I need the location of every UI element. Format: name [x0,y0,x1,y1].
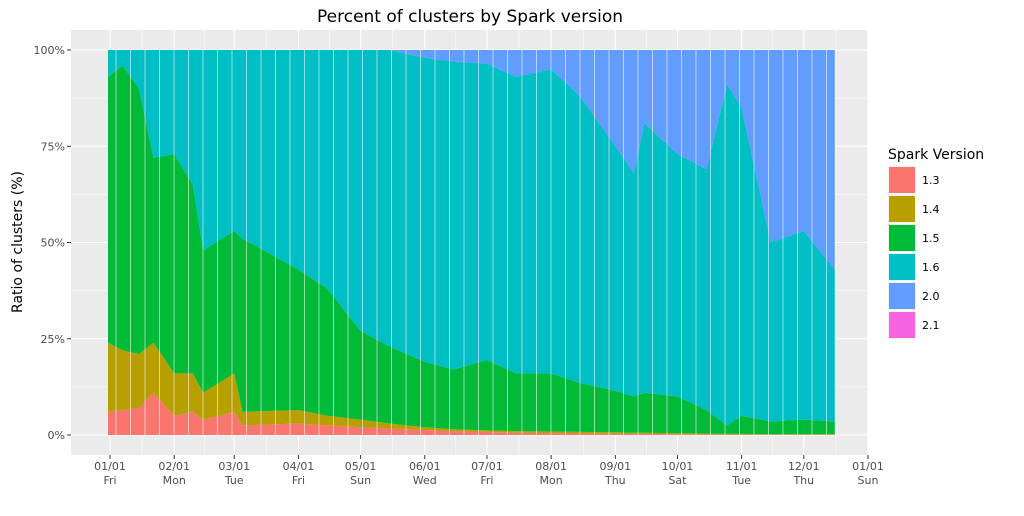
x-tick-sublabel: Sat [668,474,687,487]
legend-label: 2.1 [922,319,940,332]
legend-label: 1.5 [922,232,940,245]
legend: Spark Version 1.3 1.4 1.5 1.6 2.0 2.1 [888,147,984,339]
x-tick-label: 11/01 [726,460,758,473]
y-tick-label: 0% [48,429,65,442]
legend-swatch-2-0 [889,283,915,309]
y-tick-label: 100% [34,44,65,57]
legend-label: 1.3 [922,174,940,187]
x-tick-sublabel: Thu [604,474,626,487]
x-tick-sublabel: Tue [731,474,751,487]
x-tick-sublabel: Sun [350,474,371,487]
legend-swatch-1-6 [889,254,915,280]
x-tick-label: 09/01 [599,460,631,473]
legend-swatch-1-4 [889,196,915,222]
x-tick-label: 01/01 [852,460,884,473]
legend-swatch-1-5 [889,225,915,251]
x-tick-label: 08/01 [535,460,567,473]
y-tick-label: 50% [41,237,65,250]
x-tick-sublabel: Mon [540,474,563,487]
legend-label: 2.0 [922,290,940,303]
x-tick-sublabel: Wed [413,474,437,487]
x-tick-sublabel: Mon [163,474,186,487]
x-tick-sublabel: Thu [792,474,814,487]
series-areas [108,50,835,435]
y-axis-label: Ratio of clusters (%) [10,171,26,313]
x-tick-label: 03/01 [218,460,250,473]
x-tick-label: 05/01 [345,460,377,473]
legend-swatch-1-3 [889,167,915,193]
x-tick-sublabel: Fri [292,474,305,487]
legend-title: Spark Version [888,147,984,163]
x-tick-label: 01/01 [94,460,126,473]
y-axis: 0% 25% 50% 75% 100% [34,44,71,442]
bar-gaps [115,50,827,435]
x-tick-sublabel: Tue [224,474,244,487]
x-tick-label: 06/01 [409,460,441,473]
legend-label: 1.6 [922,261,940,274]
x-tick-label: 02/01 [158,460,190,473]
legend-label: 1.4 [922,203,940,216]
x-tick-label: 10/01 [662,460,694,473]
y-tick-label: 25% [41,333,65,346]
area-series-2-0 [108,50,835,270]
x-tick-sublabel: Fri [103,474,116,487]
legend-swatch-2-1 [889,312,915,338]
x-tick-label: 04/01 [283,460,315,473]
x-tick-label: 07/01 [471,460,503,473]
x-tick-sublabel: Fri [480,474,493,487]
x-tick-label: 12/01 [788,460,820,473]
y-tick-label: 75% [41,140,65,153]
x-axis: 01/01Fri02/01Mon03/01Tue04/01Fri05/01Sun… [94,455,884,487]
x-tick-sublabel: Sun [858,474,879,487]
chart-title: Percent of clusters by Spark version [317,7,623,27]
